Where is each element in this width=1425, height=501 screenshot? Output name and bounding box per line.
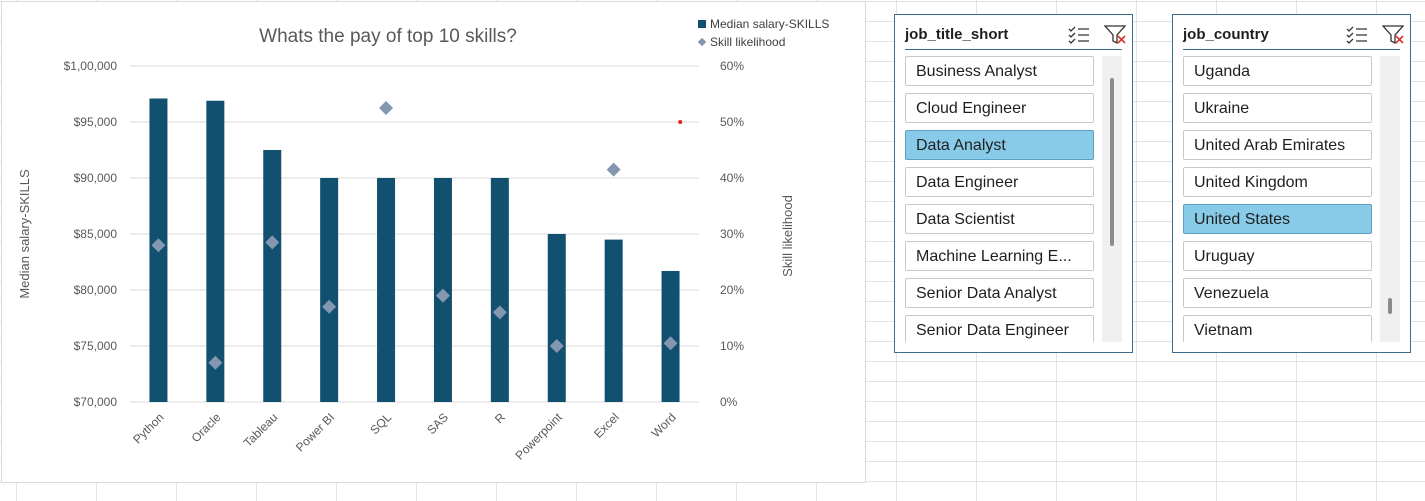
slicer-item[interactable]: Cloud Engineer bbox=[905, 93, 1094, 123]
combo-chart[interactable]: $70,000 $75,000 $80,000 $85,000 $90,000 $95,0… bbox=[1, 1, 866, 483]
x-tick-label: Oracle bbox=[189, 410, 224, 445]
slicer-title: job_title_short bbox=[905, 26, 1009, 43]
x-tick-label: Powerpoint bbox=[513, 410, 566, 463]
y2-tick-label: 40% bbox=[720, 171, 744, 185]
y2-tick-label: 0% bbox=[720, 395, 738, 409]
gridlines bbox=[130, 65, 699, 403]
scatter-series bbox=[151, 101, 683, 370]
marker-power-bi[interactable] bbox=[322, 299, 337, 314]
slicer-item[interactable]: United Kingdom bbox=[1183, 167, 1372, 197]
y-tick-label: $75,000 bbox=[74, 339, 118, 353]
bar-tableau[interactable] bbox=[263, 150, 282, 402]
slicer-item[interactable]: Senior Data Engineer bbox=[905, 315, 1094, 342]
slicer-item[interactable]: United Arab Emirates bbox=[1183, 130, 1372, 160]
slicer-scrollbar[interactable] bbox=[1102, 56, 1122, 342]
legend-label-salary: Median salary-SKILLS bbox=[710, 17, 829, 31]
slicer-item[interactable]: Business Analyst bbox=[905, 56, 1094, 86]
stray-point bbox=[678, 120, 683, 124]
x-tick-label: Excel bbox=[591, 410, 622, 441]
bar-powerpoint[interactable] bbox=[547, 234, 566, 402]
x-tick-label: R bbox=[492, 410, 508, 426]
bar-power-bi[interactable] bbox=[320, 178, 339, 402]
x-tick-label: Word bbox=[649, 410, 679, 440]
x-tick-label: SQL bbox=[367, 410, 394, 437]
right-axis-ticks: 0% 10% 20% 30% 40% 50% 60% bbox=[720, 59, 744, 409]
marker-powerpoint[interactable] bbox=[549, 339, 564, 353]
y-tick-label: $85,000 bbox=[74, 227, 118, 241]
slicer-item[interactable]: United States bbox=[1183, 204, 1372, 234]
marker-sas[interactable] bbox=[435, 288, 450, 303]
multi-select-icon[interactable] bbox=[1067, 24, 1091, 46]
chart-legend: Median salary-SKILLS Skill likelihood bbox=[697, 17, 829, 49]
category-axis-ticks: Python Oracle Tableau Power BI SQL SAS R Powerp… bbox=[130, 410, 678, 463]
y2-tick-label: 50% bbox=[720, 115, 744, 129]
slicer-item[interactable]: Machine Learning E... bbox=[905, 241, 1094, 271]
legend-swatch-diamond bbox=[697, 37, 707, 47]
bar-r[interactable] bbox=[490, 178, 509, 402]
x-tick-label: SAS bbox=[424, 410, 451, 437]
marker-excel[interactable] bbox=[606, 162, 621, 177]
slicer-item[interactable]: Uganda bbox=[1183, 56, 1372, 86]
legend-label-likelihood: Skill likelihood bbox=[710, 35, 785, 49]
marker-word[interactable] bbox=[663, 336, 678, 351]
marker-r[interactable] bbox=[492, 305, 507, 320]
slicer-item[interactable]: Vietnam bbox=[1183, 315, 1372, 342]
slicer-item[interactable]: Uruguay bbox=[1183, 241, 1372, 271]
scrollbar-thumb[interactable] bbox=[1388, 298, 1392, 314]
slicer-scrollbar[interactable] bbox=[1380, 56, 1400, 342]
slicer-item[interactable]: Venezuela bbox=[1183, 278, 1372, 308]
y2-tick-label: 30% bbox=[720, 227, 744, 241]
x-tick-label: Python bbox=[130, 410, 166, 446]
y-tick-label: $80,000 bbox=[74, 283, 118, 297]
y-tick-label: $1,00,000 bbox=[64, 59, 118, 73]
clear-filter-icon[interactable] bbox=[1104, 24, 1128, 46]
y-tick-label: $95,000 bbox=[74, 115, 118, 129]
slicer-item-list: Business Analyst Cloud Engineer Data Analy… bbox=[905, 56, 1096, 342]
y-axis-title: Median salary-SKILLS bbox=[17, 169, 32, 299]
marker-tableau[interactable] bbox=[265, 235, 280, 250]
marker-sql[interactable] bbox=[379, 101, 394, 115]
clear-filter-icon[interactable] bbox=[1382, 24, 1406, 46]
bar-excel[interactable] bbox=[604, 239, 623, 402]
slicer-item[interactable]: Data Scientist bbox=[905, 204, 1094, 234]
y2-tick-label: 60% bbox=[720, 59, 744, 73]
marker-oracle[interactable] bbox=[208, 355, 223, 370]
job-country-slicer[interactable]: job_country Uganda Ukraine United Arab Emi… bbox=[1172, 14, 1411, 353]
x-tick-label: Tableau bbox=[241, 410, 281, 450]
y-tick-label: $90,000 bbox=[74, 171, 118, 185]
job-title-slicer[interactable]: job_title_short Business Analyst Cloud En… bbox=[894, 14, 1133, 353]
bar-oracle[interactable] bbox=[206, 100, 225, 402]
slicer-header: job_title_short bbox=[905, 21, 1127, 50]
chart-title: Whats the pay of top 10 skills? bbox=[259, 26, 517, 47]
marker-python[interactable] bbox=[151, 238, 166, 253]
slicer-item-list: Uganda Ukraine United Arab Emirates United … bbox=[1183, 56, 1374, 342]
multi-select-icon[interactable] bbox=[1345, 24, 1369, 46]
slicer-item[interactable]: Ukraine bbox=[1183, 93, 1372, 123]
y2-axis-title: Skill likelihood bbox=[780, 195, 795, 277]
slicer-item[interactable]: Senior Data Analyst bbox=[905, 278, 1094, 308]
y-tick-label: $70,000 bbox=[74, 395, 118, 409]
scrollbar-thumb[interactable] bbox=[1110, 78, 1114, 246]
y2-tick-label: 20% bbox=[720, 283, 744, 297]
bar-sql[interactable] bbox=[377, 178, 396, 402]
chart-canvas: $70,000 $75,000 $80,000 $85,000 $90,000 $95,0… bbox=[17, 17, 829, 463]
bar-series bbox=[149, 98, 680, 402]
slicer-item[interactable]: Data Engineer bbox=[905, 167, 1094, 197]
x-tick-label: Power BI bbox=[293, 410, 337, 454]
slicer-header: job_country bbox=[1183, 21, 1405, 50]
left-axis-ticks: $70,000 $75,000 $80,000 $85,000 $90,000 $95,0… bbox=[64, 59, 118, 409]
legend-swatch-bar bbox=[698, 20, 706, 28]
y2-tick-label: 10% bbox=[720, 339, 744, 353]
slicer-title: job_country bbox=[1183, 26, 1269, 43]
slicer-item[interactable]: Data Analyst bbox=[905, 130, 1094, 160]
